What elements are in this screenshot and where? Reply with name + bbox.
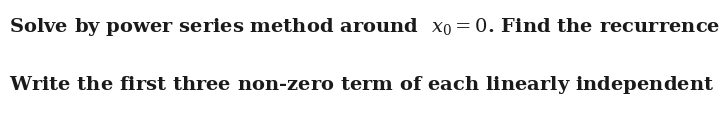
Text: Write the first three non-zero term of each linearly independent solution  $y'' : Write the first three non-zero term of e… [9, 71, 720, 98]
Text: Solve by power series method around  $x_0 = 0$. Find the recurrence relation.: Solve by power series method around $x_0… [9, 16, 720, 38]
